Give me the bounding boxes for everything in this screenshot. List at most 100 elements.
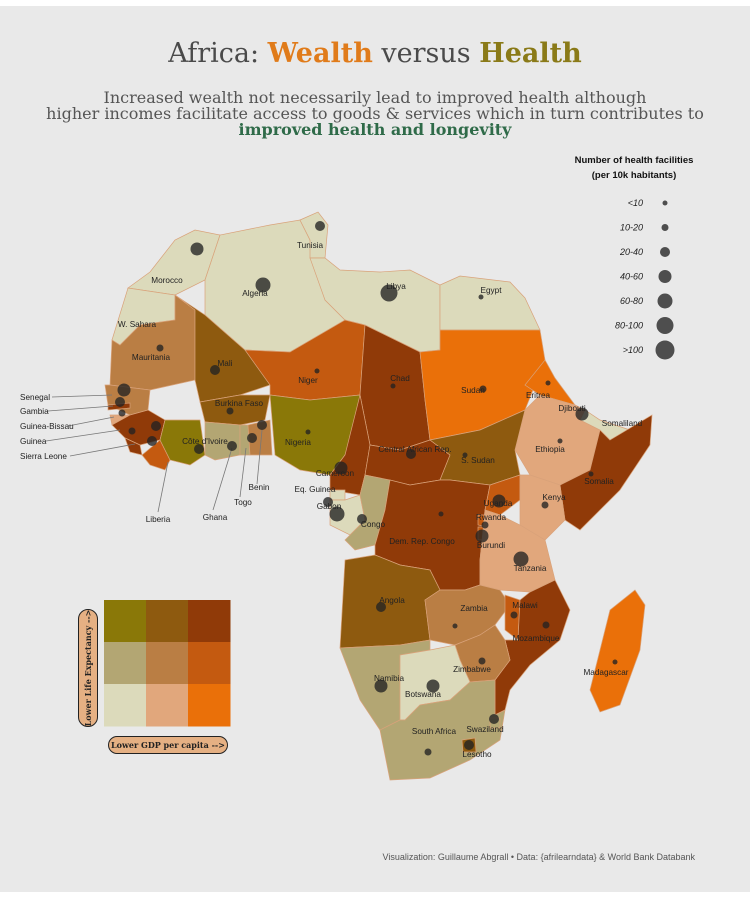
bubble-zimbabwe [478,657,486,665]
bubble-uganda [492,494,506,508]
bubble-namibia [374,679,388,693]
country-label-ethiopia: Ethiopia [535,445,565,454]
country-label-niger: Niger [298,376,318,385]
country-label-s-sudan: S. Sudan [461,456,495,465]
legend-label: 20-40 [619,247,643,257]
bivariate-cell [146,684,189,727]
country-label-sudan: Sudan [461,386,485,395]
country-label-egypt: Egypt [481,286,503,295]
bubble-somalia [588,471,594,477]
country-label-djibouti: Djibouti [558,404,585,413]
country-label-ghana: Ghana [203,513,228,522]
bubble-zambia [452,623,458,629]
bubble-eq-guinea [323,497,333,507]
bubble-madagascar [612,659,618,665]
bubble-central-african-rep [406,449,416,459]
subtitle: Increased wealth not necessarily lead to… [0,90,750,138]
legend-label: >100 [623,345,643,355]
country-label-zambia: Zambia [460,604,488,613]
region-mali [174,294,291,403]
y-axis-label: Lower Life Expectancy --> [78,609,98,727]
country-label-gabon: Gabon [317,502,342,511]
bivariate-cell [104,600,147,643]
legend-label: <10 [628,198,643,208]
bubble-cameroon [334,461,348,475]
bubble-benin [257,420,267,430]
country-label-tanzania: Tanzania [514,564,547,573]
bubble-burundi [475,529,489,543]
country-label-kenya: Kenya [542,493,566,502]
legend-label: 60-80 [620,296,643,306]
country-label-w-sahara: W. Sahara [118,320,157,329]
bubble-ethiopia [557,438,563,444]
bubble-kenya [541,501,549,509]
bubble-algeria [255,277,271,293]
bubble-s-sudan [462,452,468,458]
x-axis-label: Lower GDP per capita --> [108,736,228,754]
country-label-tunisia: Tunisia [297,241,324,250]
country-label-somalia: Somalia [584,477,614,486]
country-label-eritrea: Eritrea [526,391,551,400]
legend-label: 80-100 [615,321,643,331]
legend-bubble [657,293,673,309]
legend-bubble [662,200,668,206]
bubble-congo [357,514,367,524]
bivariate-cell [104,642,147,685]
bubble-burkina-faso [226,407,234,415]
legend-bubble [660,247,670,257]
legend-label: 10-20 [620,223,643,233]
bubble-niger [314,368,320,374]
country-label-botswana: Botswana [405,690,441,699]
bivariate-cell [188,684,231,727]
legend-bubble [656,317,674,334]
bubble-swaziland [489,714,499,724]
country-label-dem-rep-congo: Dem. Rep. Congo [389,537,455,546]
country-label-swaziland: Swaziland [466,725,504,734]
country-label-mauritania: Mauritania [132,353,171,362]
bubble-tanzania [513,551,529,567]
bubble-togo [247,433,257,443]
bubble-guinea [128,427,136,435]
country-label-eq-guinea: Eq. Guinea [295,485,336,494]
country-label-liberia: Liberia [146,515,171,524]
country-label-central-african-rep: Central African Rep. [378,445,451,454]
country-label-malawi: Malawi [512,601,538,610]
region-kenya [519,474,566,541]
country-label-togo: Togo [234,498,252,507]
title-health: Health [479,38,582,69]
region-somalia [559,414,653,531]
bubble-mauritania [156,344,164,352]
bubble-sierra-leone [147,436,157,446]
region-madagascar [589,589,646,713]
country-label-guinea-bissau: Guinea-Bissau [20,422,74,431]
bubble-chad [390,383,396,389]
legend-bubble [661,224,669,231]
bivariate-cell [146,642,189,685]
bubble-mali [210,365,220,375]
bubble-liberia [151,421,161,431]
bubble-nigeria [305,429,311,435]
region-egypt [439,275,541,331]
bubble-mozambique [542,621,550,629]
country-label-uganda: Uganda [484,499,513,508]
region-uganda [484,474,521,516]
country-label-guinea: Guinea [20,437,47,446]
country-label-sierra-leone: Sierra Leone [20,452,67,461]
country-label-algeria: Algeria [242,289,268,298]
country-label-chad: Chad [390,374,410,383]
caption: Visualization: Guillaume Abgrall • Data:… [382,852,696,862]
country-label-senegal: Senegal [20,393,50,402]
bubble-malawi [510,611,518,619]
bubble-dem-rep-congo [438,511,444,517]
country-label-mali: Mali [217,359,232,368]
bubble-lesotho [464,740,474,750]
bubble-botswana [426,679,440,693]
country-label-burkina-faso: Burkina Faso [215,399,264,408]
country-label-cameroon: Cameroon [316,469,355,478]
bubble-gabon [329,506,345,522]
country-label-c-te-d-ivoire: Côte d'Ivoire [182,437,228,446]
bivariate-cell [146,600,189,643]
bubble-libya [380,284,398,302]
bivariate-cell [188,642,231,685]
country-label-namibia: Namibia [374,674,404,683]
